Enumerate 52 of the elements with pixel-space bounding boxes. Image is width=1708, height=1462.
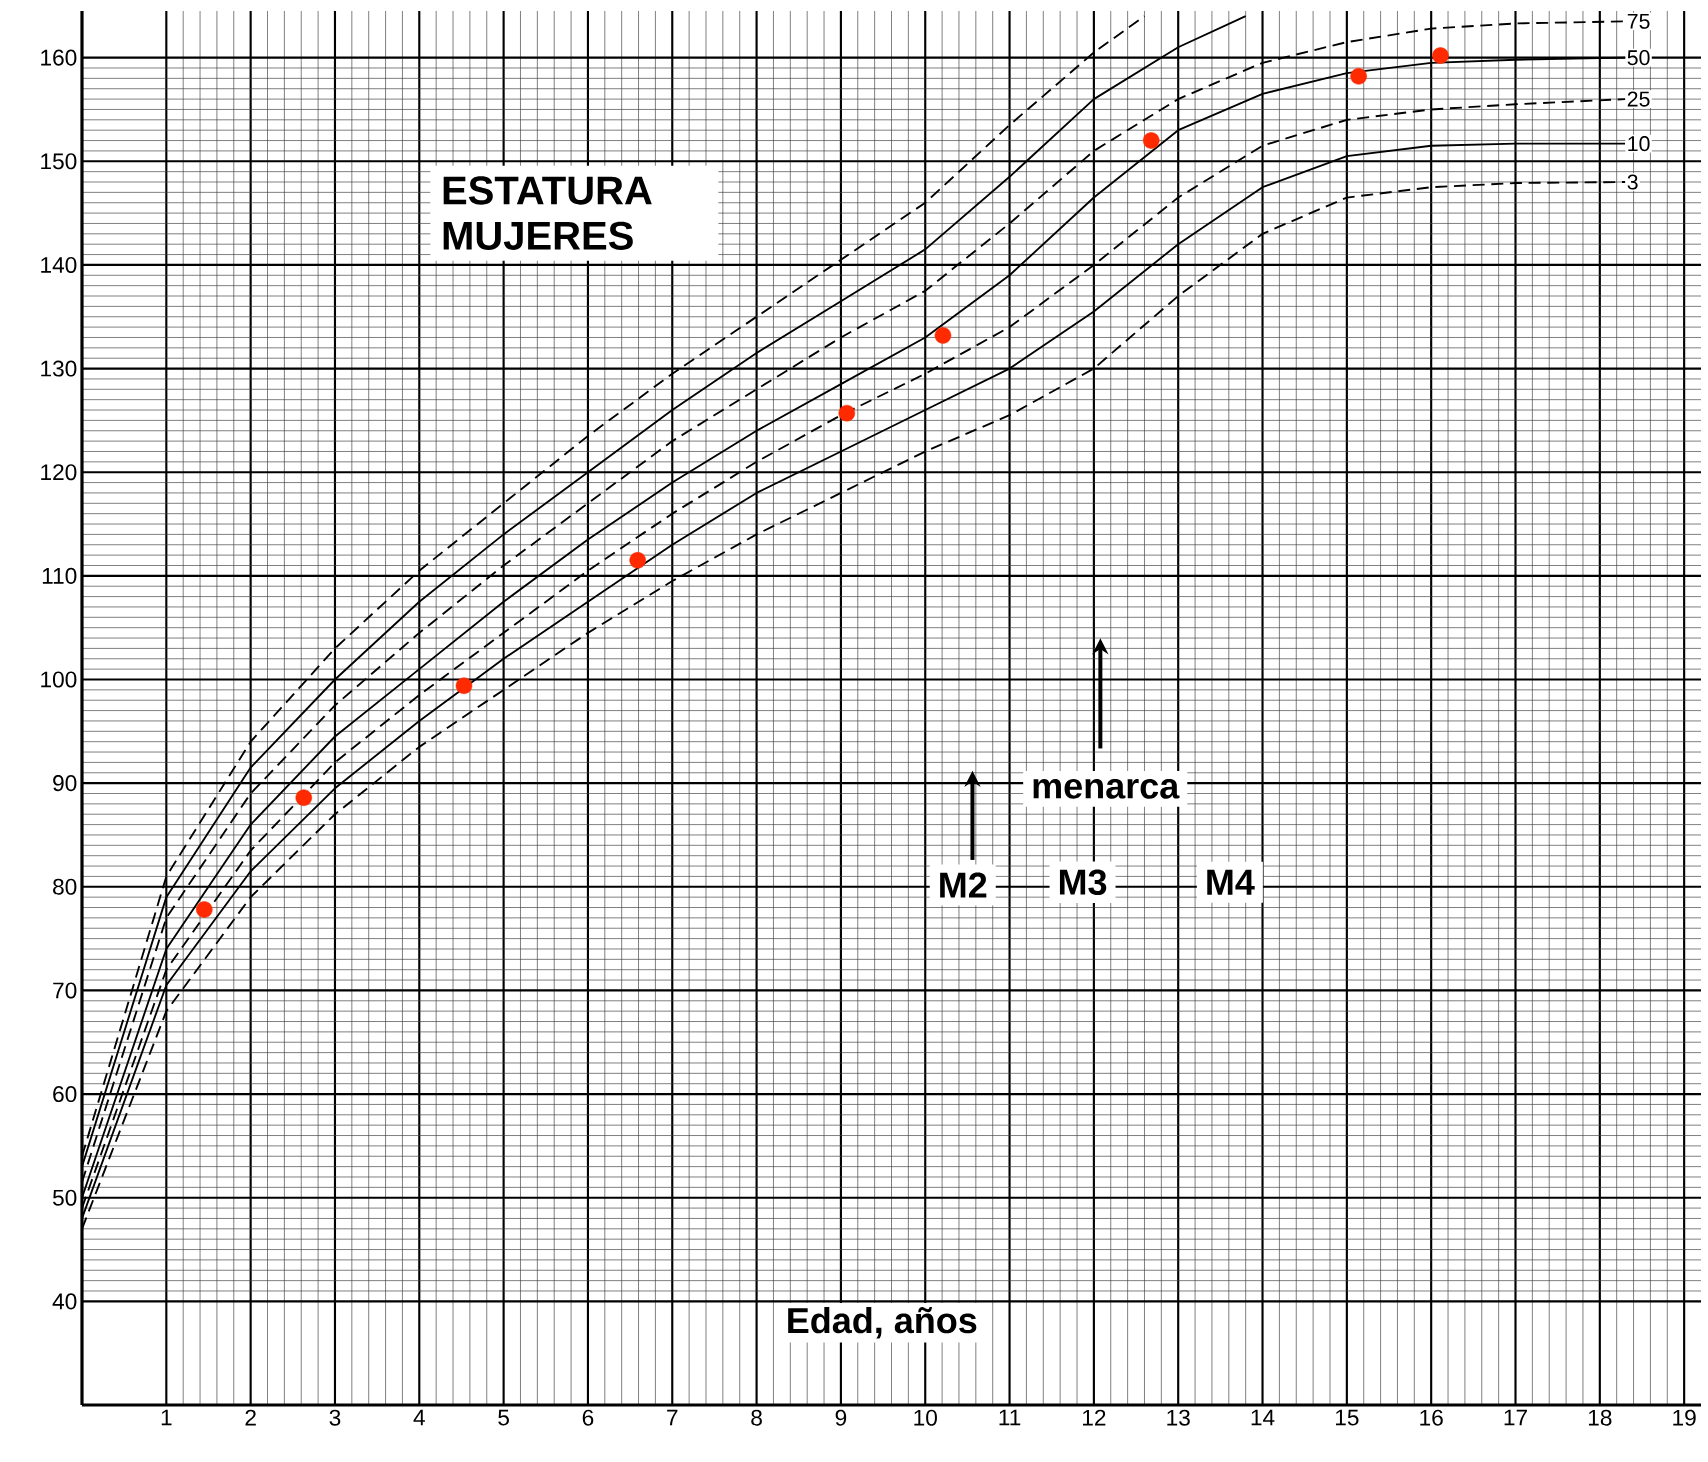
y-tick-label: 120 — [41, 464, 77, 481]
point — [1142, 132, 1160, 149]
x-tick-label: 13 — [1167, 1409, 1190, 1426]
y-tick-label: 90 — [53, 775, 77, 792]
x-tick-label: 1 — [161, 1409, 172, 1426]
y-tick-label: 110 — [42, 567, 77, 584]
x-tick-label: 11 — [999, 1409, 1021, 1426]
x-tick-label: 7 — [667, 1409, 678, 1426]
point — [629, 552, 646, 569]
x-tick-label: 12 — [1083, 1409, 1106, 1426]
point — [455, 677, 473, 694]
x-axis-title: Edad, años — [788, 1306, 977, 1339]
x-tick-label: 2 — [245, 1409, 256, 1426]
x-tick-label: 8 — [751, 1409, 762, 1426]
series-label: 25 — [1627, 91, 1650, 107]
point — [838, 404, 856, 422]
annotation: M3 — [1059, 869, 1107, 896]
y-tick-label: 130 — [41, 360, 77, 377]
y-tick-label: 80 — [53, 878, 77, 895]
y-tick-label: 50 — [52, 1189, 77, 1206]
y-tick-label: 70 — [53, 982, 77, 999]
x-tick-label: 3 — [329, 1409, 341, 1426]
series-label: 50 — [1627, 50, 1650, 66]
x-tick-label: 15 — [1335, 1409, 1359, 1426]
series-label: 3 — [1627, 174, 1638, 190]
y-tick-label: 140 — [41, 256, 77, 273]
annotation: menarca — [1033, 778, 1180, 799]
x-tick-label: 9 — [835, 1409, 847, 1426]
y-tick-label: 160 — [41, 49, 77, 66]
annotation: M4 — [1207, 869, 1255, 895]
x-tick-label: 5 — [498, 1409, 509, 1426]
x-tick-label: 18 — [1588, 1409, 1612, 1426]
x-tick-label: 4 — [413, 1409, 425, 1426]
y-tick-label: 60 — [53, 1086, 77, 1103]
x-tick-label: 14 — [1251, 1409, 1275, 1426]
x-tick-label: 17 — [1504, 1409, 1527, 1426]
annotation: M2 — [940, 872, 987, 898]
text: ESTATURA MUJERES — [443, 176, 652, 250]
series-label: 75 — [1627, 13, 1650, 29]
point — [934, 327, 952, 344]
point — [295, 789, 313, 806]
x-tick-label: 6 — [582, 1409, 594, 1426]
point — [1432, 47, 1449, 64]
point — [1350, 68, 1367, 85]
x-tick-label: 16 — [1420, 1409, 1443, 1426]
y-tick-label: 100 — [41, 671, 77, 688]
series-label: 10 — [1628, 136, 1650, 152]
x-tick-label: 10 — [914, 1409, 937, 1426]
point — [196, 901, 213, 918]
x-tick-label: 19 — [1673, 1409, 1696, 1426]
y-tick-label: 150 — [41, 153, 77, 170]
y-tick-label: 40 — [52, 1293, 77, 1310]
